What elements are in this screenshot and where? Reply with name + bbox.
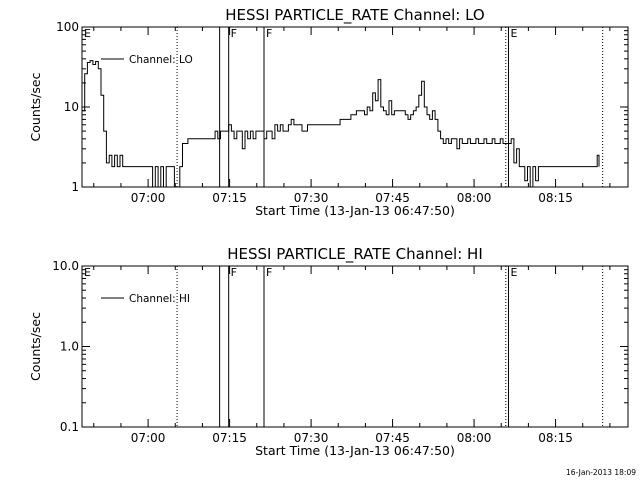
y-tick-label: 100 [56,20,79,34]
y-tick-label: 10 [64,100,79,114]
legend-label: Channel: LO [129,54,193,66]
event-marker-label: E [510,266,517,279]
x-axis-label: Start Time (13-Jan-13 06:47:50) [255,443,455,458]
x-tick-label: 07:00 [131,191,166,205]
event-marker-label: F [231,266,237,279]
x-tick-label: 07:15 [212,191,247,205]
x-tick-label: 07:45 [375,431,410,445]
plot-frame [81,26,629,188]
x-axis-label: Start Time (13-Jan-13 06:47:50) [255,203,455,218]
event-marker-label: F [266,266,272,279]
x-tick-label: 07:45 [375,191,410,205]
event-marker-label: E [510,27,517,40]
x-tick-label: 07:15 [212,431,247,445]
y-tick-label: 1.0 [60,340,79,354]
footer-timestamp: 16-Jan-2013 18:09 [566,468,636,477]
event-marker-label: E [84,27,91,40]
plot-frame [81,265,629,428]
x-tick-label: 08:00 [457,431,492,445]
y-tick-label: 0.1 [60,420,79,434]
series-line-channel [82,60,600,188]
y-axis-label: Counts/sec [28,72,43,141]
x-tick-label: 08:15 [538,431,573,445]
event-marker-label: F [231,27,237,40]
y-axis-label: Counts/sec [28,312,43,381]
event-marker-label: F [266,27,272,40]
x-tick-label: 07:00 [131,431,166,445]
y-tick-label: 1 [71,180,79,194]
y-tick-label: 10.0 [52,259,79,273]
event-marker-label: E [84,266,91,279]
legend-label: Channel: HI [129,293,190,305]
x-tick-label: 08:15 [538,191,573,205]
chart-title: HESSI PARTICLE_RATE Channel: HI [227,245,483,264]
x-tick-label: 07:30 [294,431,329,445]
chart-title: HESSI PARTICLE_RATE Channel: LO [225,6,484,25]
x-tick-label: 08:00 [457,191,492,205]
x-tick-label: 07:30 [294,191,329,205]
